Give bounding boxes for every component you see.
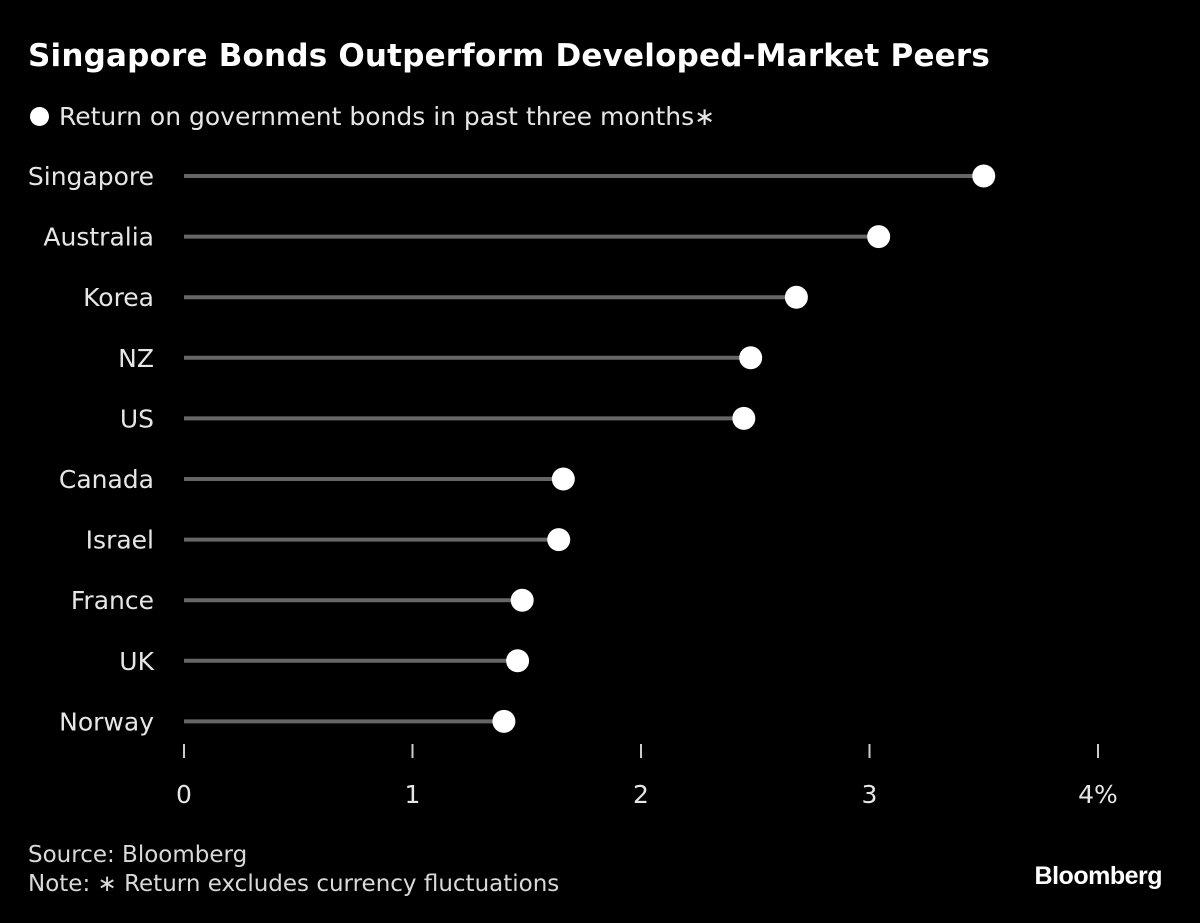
chart-title: Singapore Bonds Outperform Developed-Mar…: [28, 38, 991, 74]
legend-label: Return on government bonds in past three…: [59, 102, 716, 131]
dot-korea: [784, 285, 808, 309]
category-label-singapore: Singapore: [28, 162, 154, 191]
category-label-israel: Israel: [86, 526, 154, 555]
category-label-australia: Australia: [43, 223, 154, 252]
dot-france: [510, 588, 534, 612]
x-tick-label-0: 0: [176, 780, 192, 809]
dot-norway: [492, 709, 516, 733]
dot-singapore: [972, 164, 996, 188]
dot-us: [732, 406, 756, 430]
dot-canada: [551, 467, 575, 491]
category-label-nz: NZ: [118, 344, 154, 373]
category-label-france: France: [71, 586, 154, 615]
source-note: Source: Bloomberg: [28, 842, 248, 868]
x-tick-label-3: 3: [862, 780, 878, 809]
dot-plot: Singapore Australia Korea NZ US Canada Israel F…: [28, 162, 1118, 809]
dot-israel: [547, 528, 571, 552]
category-label-korea: Korea: [83, 283, 154, 312]
x-tick-label-1: 1: [405, 780, 421, 809]
category-label-canada: Canada: [59, 465, 154, 494]
dot-uk: [506, 649, 530, 673]
legend: Return on government bonds in past three…: [30, 102, 715, 131]
bloomberg-logo: Bloomberg: [1034, 862, 1163, 890]
x-tick-label-4: 4%: [1078, 780, 1118, 809]
category-label-us: US: [120, 404, 154, 433]
dot-nz: [739, 346, 763, 370]
footnote: Note: ∗ Return excludes currency fluctua…: [28, 871, 560, 897]
dot-australia: [867, 225, 891, 249]
legend-marker-icon: [30, 107, 49, 126]
category-label-uk: UK: [119, 647, 154, 676]
x-tick-label-2: 2: [633, 780, 649, 809]
category-label-norway: Norway: [59, 707, 154, 736]
